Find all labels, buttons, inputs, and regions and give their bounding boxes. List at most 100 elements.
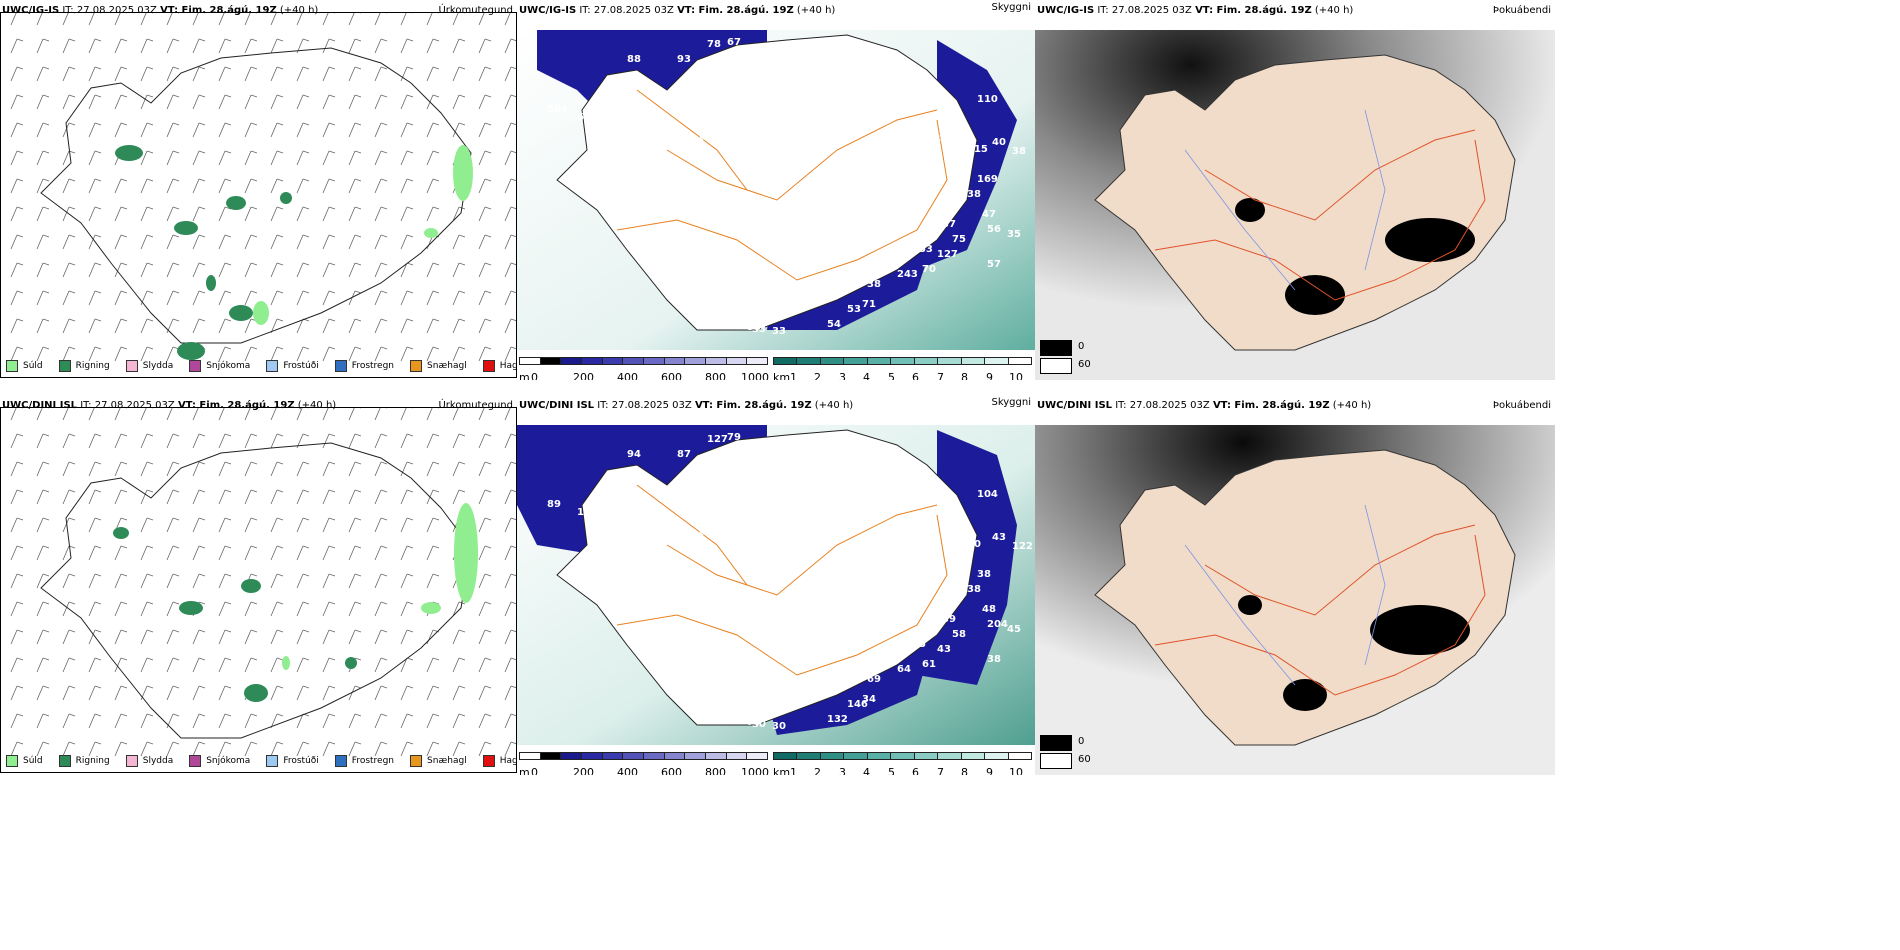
wind-barb <box>478 408 485 421</box>
wind-barb <box>270 489 278 505</box>
cloud-base-value: 53 <box>752 324 766 335</box>
wind-barb-flag <box>406 178 414 182</box>
wind-barb <box>270 206 278 222</box>
fog-map-svg <box>1035 30 1555 380</box>
wind-barb-flag <box>328 150 336 154</box>
wind-barb <box>504 461 512 477</box>
cloud-base-value: 57 <box>987 259 1001 270</box>
wind-barb <box>62 122 70 138</box>
wind-barb-flag <box>68 38 76 42</box>
wind-barb <box>504 408 511 421</box>
wind-barb <box>62 741 70 757</box>
wind-barb-flag <box>328 346 336 350</box>
wind-barb-flag <box>42 545 50 549</box>
wind-barb <box>374 517 382 533</box>
vis-tick: 2 <box>814 766 821 775</box>
wind-barb-flag <box>328 178 336 182</box>
wind-barb <box>244 318 252 334</box>
wind-barb <box>88 517 96 533</box>
cloud-base-value: 73 <box>747 717 761 728</box>
vis-tick: 5 <box>888 371 895 380</box>
wind-barb <box>504 573 512 589</box>
wind-barb-flag <box>16 178 24 182</box>
wind-barb-flag <box>172 262 180 266</box>
wind-barb-flag <box>42 573 50 577</box>
wind-barb-flag <box>406 122 414 126</box>
wind-barb <box>166 685 174 701</box>
wind-barb <box>140 573 148 589</box>
wind-barb <box>166 262 174 278</box>
wind-barb <box>374 461 382 477</box>
wind-barb <box>504 545 512 561</box>
legend-swatch <box>6 755 18 767</box>
wind-barb <box>348 573 356 589</box>
wind-barb-flag <box>510 38 516 42</box>
wind-barb <box>478 685 486 701</box>
colorbar-segment <box>866 752 892 760</box>
legend-item: Frostregn <box>334 360 394 372</box>
wind-barb <box>426 262 434 278</box>
wind-barb <box>400 122 408 138</box>
wind-barb <box>374 489 382 505</box>
wind-barb <box>452 234 460 250</box>
cloud-base-value: 243 <box>897 269 918 280</box>
legend-swatch <box>410 755 423 767</box>
wind-barb <box>426 66 434 82</box>
wind-barb <box>140 206 148 222</box>
wind-barb-flag <box>94 94 102 98</box>
wind-barb-flag <box>380 489 388 493</box>
panel-title: UWC/DINI ISL IT: 27.08.2025 03Z VT: Fim.… <box>519 400 854 411</box>
wind-barb-flag <box>432 290 440 294</box>
colorbar-segment <box>581 357 603 365</box>
wind-barb <box>10 13 17 26</box>
wind-barb-flag <box>68 517 76 521</box>
wind-barb-flag <box>94 234 102 238</box>
wind-barb <box>62 489 70 505</box>
colorbar-segment <box>622 752 644 760</box>
wind-barb-flag <box>276 545 284 549</box>
wind-barb-flag <box>406 685 414 689</box>
wind-barb <box>270 94 278 110</box>
wind-barb-flag <box>16 346 24 350</box>
wind-barb <box>270 741 278 757</box>
precip-map <box>0 12 517 378</box>
wind-barb <box>192 150 200 166</box>
wind-barb-flag <box>172 318 180 322</box>
wind-barb <box>296 713 304 729</box>
wind-barb-flag <box>484 290 492 294</box>
wind-barb-flag <box>68 657 76 661</box>
wind-barb <box>426 346 434 362</box>
wind-barb-flag <box>120 318 128 322</box>
wind-barb-flag <box>68 685 76 689</box>
wind-barb <box>62 657 70 673</box>
wind-barb-flag <box>276 461 284 465</box>
wind-barb <box>36 713 44 729</box>
wind-barb <box>62 290 70 306</box>
fog-legend-swatch <box>1040 735 1072 751</box>
wind-barb <box>36 318 44 334</box>
wind-barb-flag <box>198 517 206 521</box>
wind-barb-flag <box>276 741 284 745</box>
wind-barb-flag <box>432 38 440 42</box>
cloud-base-value: 100 <box>707 489 728 500</box>
fog-panel-row2: UWC/DINI ISL IT: 27.08.2025 03Z VT: Fim.… <box>1035 395 1555 775</box>
wind-barb <box>504 657 512 673</box>
vis-tick: 4 <box>863 766 870 775</box>
wind-barb <box>478 66 486 82</box>
colorbar-segment <box>539 752 562 760</box>
wind-barb-flag <box>380 601 388 605</box>
wind-barb <box>166 408 173 421</box>
wind-barb <box>374 234 382 250</box>
wind-barb <box>374 38 382 54</box>
wind-barb-flag <box>250 66 258 70</box>
wind-barb-flag <box>302 66 310 70</box>
fog-map <box>1035 425 1555 775</box>
wind-barb-flag <box>380 206 388 210</box>
wind-barb <box>218 461 226 477</box>
wind-barb <box>140 408 147 421</box>
wind-barb <box>426 38 434 54</box>
wind-barb-flag <box>94 318 102 322</box>
wind-barb-flag <box>302 657 310 661</box>
wind-barb-flag <box>328 573 336 577</box>
wind-barb-flag <box>120 234 128 238</box>
